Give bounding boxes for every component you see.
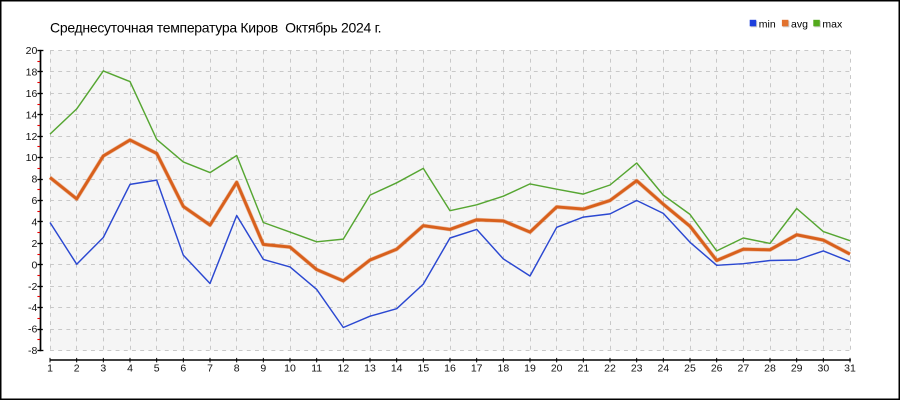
svg-text:24: 24 xyxy=(657,363,669,375)
svg-text:18: 18 xyxy=(497,363,509,375)
svg-text:-6: -6 xyxy=(28,324,37,336)
svg-text:15: 15 xyxy=(417,363,429,375)
svg-text:2: 2 xyxy=(74,363,80,375)
svg-text:6: 6 xyxy=(31,195,37,207)
svg-text:0: 0 xyxy=(31,259,37,271)
svg-text:16: 16 xyxy=(26,88,38,100)
svg-text:8: 8 xyxy=(234,363,240,375)
svg-text:25: 25 xyxy=(684,363,696,375)
svg-text:3: 3 xyxy=(100,363,106,375)
svg-text:10: 10 xyxy=(26,152,38,164)
svg-text:29: 29 xyxy=(791,363,803,375)
svg-text:12: 12 xyxy=(26,131,38,143)
svg-text:20: 20 xyxy=(551,363,563,375)
svg-text:13: 13 xyxy=(364,363,376,375)
svg-text:5: 5 xyxy=(154,363,160,375)
svg-text:9: 9 xyxy=(260,363,266,375)
svg-text:10: 10 xyxy=(284,363,296,375)
svg-text:6: 6 xyxy=(180,363,186,375)
svg-text:-4: -4 xyxy=(28,302,37,314)
svg-text:1: 1 xyxy=(47,363,53,375)
svg-text:-8: -8 xyxy=(28,345,37,357)
svg-text:22: 22 xyxy=(604,363,616,375)
svg-text:2: 2 xyxy=(31,238,37,250)
svg-text:26: 26 xyxy=(711,363,723,375)
svg-text:11: 11 xyxy=(311,363,322,375)
svg-text:20: 20 xyxy=(26,45,38,57)
svg-text:21: 21 xyxy=(577,363,589,375)
svg-text:min: min xyxy=(759,19,776,31)
svg-text:17: 17 xyxy=(471,363,483,375)
svg-text:30: 30 xyxy=(817,363,829,375)
svg-text:7: 7 xyxy=(207,363,213,375)
svg-text:16: 16 xyxy=(444,363,456,375)
svg-text:14: 14 xyxy=(391,363,403,375)
svg-text:avg: avg xyxy=(791,19,808,31)
svg-text:14: 14 xyxy=(26,109,38,121)
svg-text:Среднесуточная температура Кир: Среднесуточная температура Киров Октябрь… xyxy=(50,20,381,36)
svg-text:max: max xyxy=(822,19,843,31)
svg-text:8: 8 xyxy=(31,174,37,186)
svg-text:31: 31 xyxy=(844,363,856,375)
svg-text:4: 4 xyxy=(31,217,37,229)
svg-text:12: 12 xyxy=(337,363,349,375)
svg-text:18: 18 xyxy=(26,67,38,79)
svg-text:19: 19 xyxy=(524,363,536,375)
svg-text:4: 4 xyxy=(127,363,133,375)
svg-text:28: 28 xyxy=(764,363,776,375)
svg-text:23: 23 xyxy=(631,363,643,375)
svg-text:27: 27 xyxy=(737,363,749,375)
svg-text:-2: -2 xyxy=(28,281,37,293)
